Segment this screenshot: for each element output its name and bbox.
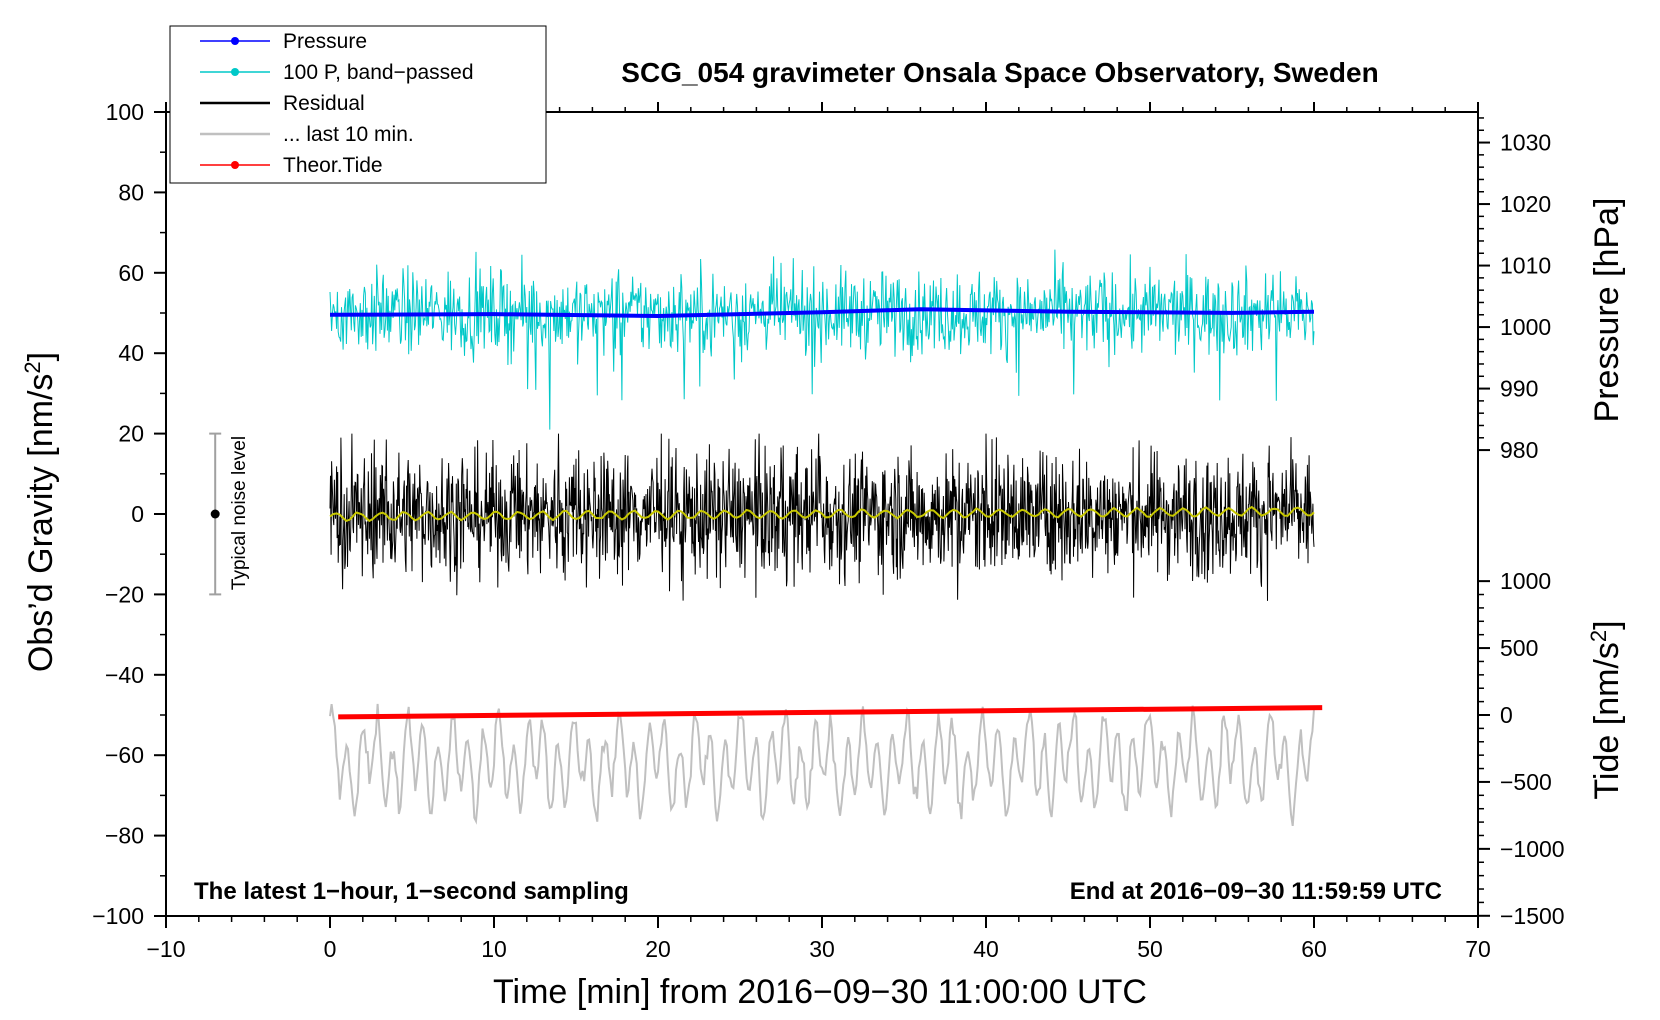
x-tick-label: 60	[1301, 936, 1327, 962]
pressure-tick-label: 1010	[1500, 253, 1551, 279]
tide-tick-label: −1500	[1500, 903, 1565, 929]
x-tick-label: −10	[146, 936, 185, 962]
series-residual	[329, 433, 1315, 601]
y-tick-label: 60	[118, 260, 144, 286]
axes-layer: −10 0 10 20 30 40 50 60 70100806040200−20−40−60−…	[92, 99, 1564, 962]
pressure-tick-label: 1020	[1500, 191, 1551, 217]
annotation-right: End at 2016−09−30 11:59:59 UTC	[1070, 878, 1442, 905]
chart-title: SCG_054 gravimeter Onsala Space Observat…	[621, 57, 1378, 88]
pressure-tick-label: 990	[1500, 376, 1538, 402]
series-running-mean	[329, 505, 1315, 523]
legend-label: 100 P, band−passed	[283, 61, 474, 84]
y-axis-title-left: Obs’d Gravity [nm/s2]	[20, 352, 60, 672]
x-tick-label: 50	[1137, 936, 1163, 962]
y-tick-label: −80	[105, 823, 144, 849]
legend-label: ... last 10 min.	[283, 123, 414, 146]
legend: Pressure 100 P, band−passed Residual ... la…	[169, 25, 547, 184]
y-tick-label: −100	[92, 903, 144, 929]
noise-level-indicator: Typical noise level	[209, 432, 250, 596]
tide-tick-label: 0	[1500, 702, 1513, 728]
pressure-tick-label: 980	[1500, 437, 1538, 463]
y-tick-label: −60	[105, 742, 144, 768]
legend-label: Theor.Tide	[283, 154, 383, 177]
tide-tick-label: −1000	[1500, 836, 1565, 862]
x-tick-label: 20	[645, 936, 671, 962]
x-tick-label: 30	[809, 936, 835, 962]
y-tick-label: 100	[106, 99, 144, 125]
legend-box	[169, 25, 547, 184]
series-last-10-min	[329, 703, 1315, 827]
y-tick-label: −40	[105, 662, 144, 688]
y-axis-title-tide: Tide [nm/s2]	[1586, 620, 1626, 799]
y-tick-label: 40	[118, 340, 144, 366]
legend-marker	[231, 68, 239, 76]
legend-marker	[231, 161, 239, 169]
x-tick-label: 0	[324, 936, 337, 962]
y-tick-label: 0	[131, 501, 144, 527]
y-tick-label: 80	[118, 179, 144, 205]
annotation-left: The latest 1−hour, 1−second sampling	[194, 878, 629, 905]
tide-tick-label: −500	[1500, 769, 1552, 795]
noise-bar-center	[210, 509, 220, 519]
y-tick-label: 20	[118, 421, 144, 447]
legend-marker	[231, 37, 239, 45]
series-band-passed-pressure	[329, 249, 1315, 430]
tide-tick-label: 500	[1500, 635, 1538, 661]
noise-level-label: Typical noise level	[229, 436, 250, 590]
x-tick-label: 40	[973, 936, 999, 962]
pressure-tick-label: 1030	[1500, 130, 1551, 156]
tide-tick-label: 1000	[1500, 568, 1551, 594]
legend-label: Residual	[283, 92, 365, 115]
x-tick-label: 70	[1465, 936, 1491, 962]
data-layer	[329, 249, 1323, 827]
series-theor-tide	[338, 705, 1323, 720]
series-pressure	[329, 307, 1315, 318]
y-tick-label: −20	[105, 581, 144, 607]
x-tick-label: 10	[481, 936, 507, 962]
legend-label: Pressure	[283, 30, 367, 53]
x-axis-title: Time [min] from 2016−09−30 11:00:00 UTC	[493, 973, 1147, 1011]
pressure-tick-label: 1000	[1500, 314, 1551, 340]
y-axis-title-pressure: Pressure [hPa]	[1588, 198, 1626, 423]
